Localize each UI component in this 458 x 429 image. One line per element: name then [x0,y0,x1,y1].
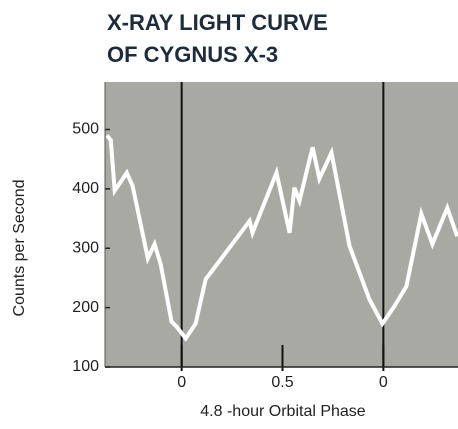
plot-area [105,82,458,367]
plot-background [105,82,458,367]
y-tick-label: 400 [72,180,99,197]
x-tick-label: 0.5 [271,374,293,391]
y-tick-label: 300 [72,239,99,256]
light-curve [105,134,458,342]
y-tick-label: 100 [72,358,99,375]
x-tick-label: 0 [379,374,388,391]
y-tick-label: 200 [72,299,99,316]
chart-title: OF CYGNUS X-3 [107,42,278,67]
y-axis-label: Counts per Second [11,180,28,317]
x-axis-label: 4.8 -hour Orbital Phase [200,403,366,420]
x-tick-label: 0 [177,374,186,391]
chart-title: X-RAY LIGHT CURVE [107,10,328,35]
y-tick-label: 500 [72,121,99,138]
